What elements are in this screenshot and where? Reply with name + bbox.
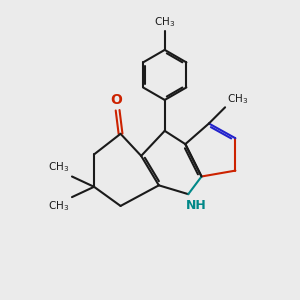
- Text: CH$_3$: CH$_3$: [48, 200, 70, 213]
- Text: O: O: [110, 93, 122, 107]
- Text: CH$_3$: CH$_3$: [226, 92, 248, 106]
- Text: CH$_3$: CH$_3$: [48, 160, 70, 174]
- Text: NH: NH: [186, 199, 207, 212]
- Text: CH$_3$: CH$_3$: [154, 16, 175, 29]
